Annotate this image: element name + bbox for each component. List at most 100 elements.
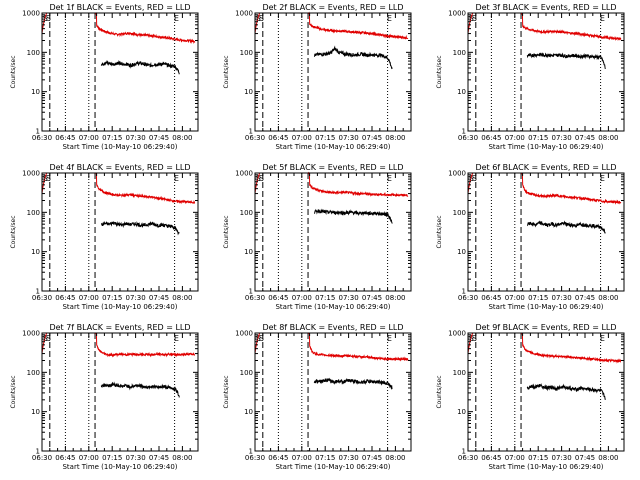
y-axis-label: Counts/sec [436, 55, 443, 88]
marker-e-label: E [600, 174, 605, 183]
x-tick-label: 06:30 [458, 294, 478, 302]
x-tick-label: 08:00 [598, 294, 618, 302]
events-series [526, 220, 606, 234]
y-tick-label: 100 [453, 369, 466, 377]
marker-s-label: S [472, 174, 477, 183]
x-tick-label: 07:15 [528, 134, 548, 142]
lld-series [520, 12, 622, 42]
lld-series [307, 11, 409, 40]
y-axis-label: Counts/sec [223, 55, 230, 88]
y-tick-label: 1 [462, 128, 466, 136]
x-tick-label: 07:00 [79, 294, 99, 302]
x-tick-label: 08:00 [172, 454, 192, 462]
panel-title: Det 4f BLACK = Events, RED = LLD [49, 163, 190, 172]
lld-series-start [41, 172, 48, 194]
x-tick-label: 07:15 [102, 294, 122, 302]
y-tick-label: 100 [27, 369, 40, 377]
y-tick-label: 10 [457, 248, 466, 256]
marker-s-label: S [259, 14, 264, 23]
marker-s-label: S [259, 174, 264, 183]
y-tick-label: 1000 [448, 330, 466, 338]
y-tick-label: 1000 [235, 10, 253, 18]
x-tick-label: 07:15 [102, 134, 122, 142]
panel-title: Det 5f BLACK = Events, RED = LLD [262, 163, 403, 172]
x-tick-label: 07:30 [339, 454, 359, 462]
events-series [526, 52, 606, 69]
x-tick-label: 07:15 [102, 454, 122, 462]
x-tick-label: 07:30 [552, 294, 572, 302]
x-tick-label: 07:45 [362, 454, 382, 462]
marker-e-label: E [600, 14, 605, 23]
y-tick-label: 1000 [22, 10, 40, 18]
x-tick-label: 07:45 [575, 294, 595, 302]
x-tick-label: 07:15 [528, 294, 548, 302]
y-tick-label: 10 [244, 248, 253, 256]
y-tick-label: 10 [244, 408, 253, 416]
x-axis-label: Start Time (10-May-10 06:29:40) [488, 463, 603, 471]
panel-title: Det 7f BLACK = Events, RED = LLD [49, 323, 190, 332]
marker-s-label: S [46, 14, 51, 23]
y-tick-label: 100 [453, 49, 466, 57]
marker-s-label: S [259, 334, 264, 343]
lld-series [94, 332, 196, 358]
x-tick-label: 08:00 [385, 134, 405, 142]
lld-series [307, 171, 409, 198]
panel-title: Det 3f BLACK = Events, RED = LLD [475, 3, 616, 12]
x-axis-label: Start Time (10-May-10 06:29:40) [488, 143, 603, 151]
x-tick-label: 07:30 [126, 294, 146, 302]
x-tick-label: 08:00 [385, 294, 405, 302]
y-tick-label: 1000 [448, 10, 466, 18]
x-tick-label: 07:15 [315, 294, 335, 302]
x-tick-label: 07:00 [505, 134, 525, 142]
y-axis-label: Counts/sec [436, 375, 443, 408]
plot-frame [41, 332, 199, 452]
marker-e-label: E [387, 174, 392, 183]
plot-frame [41, 12, 199, 132]
y-tick-label: 10 [457, 408, 466, 416]
x-tick-label: 07:00 [292, 454, 312, 462]
x-tick-label: 07:15 [315, 134, 335, 142]
panel-title: Det 6f BLACK = Events, RED = LLD [475, 163, 616, 172]
x-tick-label: 07:30 [552, 454, 572, 462]
x-tick-label: 08:00 [598, 134, 618, 142]
x-tick-label: 07:15 [315, 454, 335, 462]
panel-title: Det 1f BLACK = Events, RED = LLD [49, 3, 190, 12]
y-tick-label: 10 [244, 88, 253, 96]
y-axis-label: Counts/sec [223, 375, 230, 408]
events-series [526, 383, 606, 400]
y-tick-label: 10 [31, 88, 40, 96]
x-tick-label: 06:30 [32, 294, 52, 302]
x-tick-label: 06:45 [481, 134, 501, 142]
lld-series [520, 172, 622, 205]
x-tick-label: 07:30 [126, 454, 146, 462]
x-axis-label: Start Time (10-May-10 06:29:40) [62, 463, 177, 471]
y-tick-label: 100 [453, 209, 466, 217]
x-axis-label: Start Time (10-May-10 06:29:40) [275, 143, 390, 151]
marker-s-label: S [472, 334, 477, 343]
x-tick-label: 07:45 [362, 134, 382, 142]
x-axis-label: Start Time (10-May-10 06:29:40) [275, 303, 390, 311]
plot-frame [254, 332, 412, 452]
y-tick-label: 1 [36, 128, 40, 136]
x-tick-label: 06:30 [32, 134, 52, 142]
y-tick-label: 10 [31, 408, 40, 416]
y-tick-label: 100 [27, 209, 40, 217]
panel-title: Det 9f BLACK = Events, RED = LLD [475, 323, 616, 332]
x-tick-label: 07:00 [292, 134, 312, 142]
events-series [313, 45, 393, 70]
marker-s-label: S [472, 14, 477, 23]
y-tick-label: 100 [27, 49, 40, 57]
plot-frame [254, 172, 412, 292]
x-tick-label: 06:45 [268, 134, 288, 142]
lld-series-start [254, 332, 261, 354]
x-tick-label: 07:00 [79, 454, 99, 462]
y-tick-label: 1 [462, 448, 466, 456]
events-series [101, 220, 180, 236]
x-tick-label: 07:00 [505, 454, 525, 462]
x-tick-label: 07:45 [575, 454, 595, 462]
x-tick-label: 07:30 [339, 294, 359, 302]
plot-frame [467, 172, 625, 292]
